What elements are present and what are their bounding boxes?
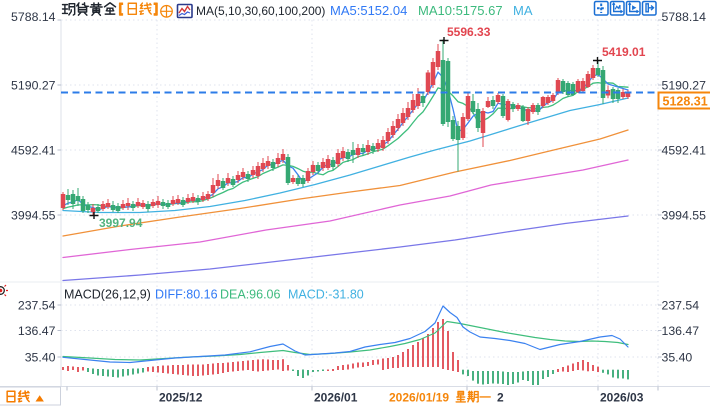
svg-text:2: 2 bbox=[497, 391, 504, 405]
svg-text:35.40: 35.40 bbox=[25, 350, 56, 364]
svg-text:MA: MA bbox=[513, 3, 533, 18]
svg-text:2026/03: 2026/03 bbox=[600, 391, 644, 405]
svg-text:5190.27: 5190.27 bbox=[11, 78, 56, 92]
svg-text:MA5:5152.04: MA5:5152.04 bbox=[330, 3, 407, 18]
svg-text:136.47: 136.47 bbox=[18, 324, 56, 338]
svg-text:3994.55: 3994.55 bbox=[662, 208, 707, 222]
svg-text:DEA:96.06: DEA:96.06 bbox=[220, 288, 281, 302]
svg-text:3997.94: 3997.94 bbox=[99, 216, 143, 230]
svg-text:MA(5,10,30,60,100,200): MA(5,10,30,60,100,200) bbox=[196, 4, 325, 18]
svg-text:5128.31: 5128.31 bbox=[663, 95, 708, 109]
svg-text:MA10:5175.67: MA10:5175.67 bbox=[418, 3, 503, 18]
svg-text:5596.33: 5596.33 bbox=[447, 25, 491, 39]
svg-text:136.47: 136.47 bbox=[662, 324, 700, 338]
svg-text:2026/01: 2026/01 bbox=[314, 391, 358, 405]
svg-text:DIFF:80.16: DIFF:80.16 bbox=[155, 288, 218, 302]
svg-text:4592.41: 4592.41 bbox=[11, 143, 56, 157]
svg-text:237.54: 237.54 bbox=[18, 298, 56, 312]
svg-text:5190.27: 5190.27 bbox=[662, 78, 707, 92]
svg-text:237.54: 237.54 bbox=[662, 298, 700, 312]
svg-text:3994.55: 3994.55 bbox=[11, 208, 56, 222]
svg-text:4592.41: 4592.41 bbox=[662, 143, 707, 157]
svg-text:35.40: 35.40 bbox=[662, 350, 693, 364]
svg-text:MACD:-31.80: MACD:-31.80 bbox=[288, 288, 364, 302]
svg-text:5788.14: 5788.14 bbox=[11, 10, 56, 24]
svg-text:2025/12: 2025/12 bbox=[159, 391, 203, 405]
svg-text:5788.14: 5788.14 bbox=[662, 10, 707, 24]
svg-text:5419.01: 5419.01 bbox=[602, 45, 646, 59]
svg-text:2026/01/19: 2026/01/19 bbox=[389, 391, 449, 405]
svg-text:MACD(26,12,9): MACD(26,12,9) bbox=[64, 288, 151, 302]
